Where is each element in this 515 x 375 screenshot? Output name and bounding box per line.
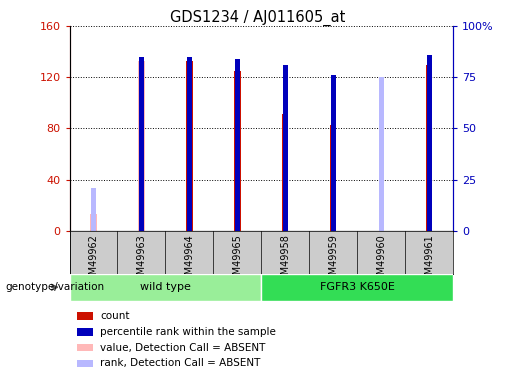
- Bar: [235, 59, 240, 231]
- Text: rank, Detection Call = ABSENT: rank, Detection Call = ABSENT: [100, 358, 261, 368]
- Text: GSM49959: GSM49959: [328, 234, 338, 287]
- Bar: [379, 77, 384, 231]
- Bar: [187, 57, 192, 231]
- Text: genotype/variation: genotype/variation: [5, 282, 104, 292]
- Bar: [70, 274, 261, 301]
- Bar: [77, 328, 93, 336]
- Text: GDS1234 / AJ011605_at: GDS1234 / AJ011605_at: [170, 9, 345, 26]
- Bar: [282, 114, 288, 231]
- Bar: [139, 57, 144, 231]
- Text: wild type: wild type: [140, 282, 191, 292]
- Text: FGFR3 K650E: FGFR3 K650E: [320, 282, 394, 292]
- Bar: [427, 55, 432, 231]
- Bar: [234, 71, 241, 231]
- Bar: [77, 312, 93, 320]
- Bar: [283, 65, 288, 231]
- Text: GSM49962: GSM49962: [89, 234, 98, 287]
- Text: percentile rank within the sample: percentile rank within the sample: [100, 327, 276, 337]
- Text: GSM49961: GSM49961: [424, 234, 434, 287]
- Bar: [330, 124, 336, 231]
- Bar: [91, 214, 97, 231]
- Text: GSM49965: GSM49965: [232, 234, 243, 287]
- Text: GSM49964: GSM49964: [184, 234, 195, 287]
- Text: GSM49958: GSM49958: [280, 234, 290, 287]
- Bar: [186, 61, 193, 231]
- Bar: [261, 274, 453, 301]
- Bar: [77, 344, 93, 351]
- Text: count: count: [100, 311, 130, 321]
- Bar: [139, 61, 145, 231]
- Text: GSM49963: GSM49963: [136, 234, 146, 287]
- Bar: [331, 75, 336, 231]
- Bar: [77, 360, 93, 367]
- Text: value, Detection Call = ABSENT: value, Detection Call = ABSENT: [100, 343, 266, 352]
- Text: GSM49960: GSM49960: [376, 234, 386, 287]
- Bar: [426, 64, 432, 231]
- Bar: [91, 188, 96, 231]
